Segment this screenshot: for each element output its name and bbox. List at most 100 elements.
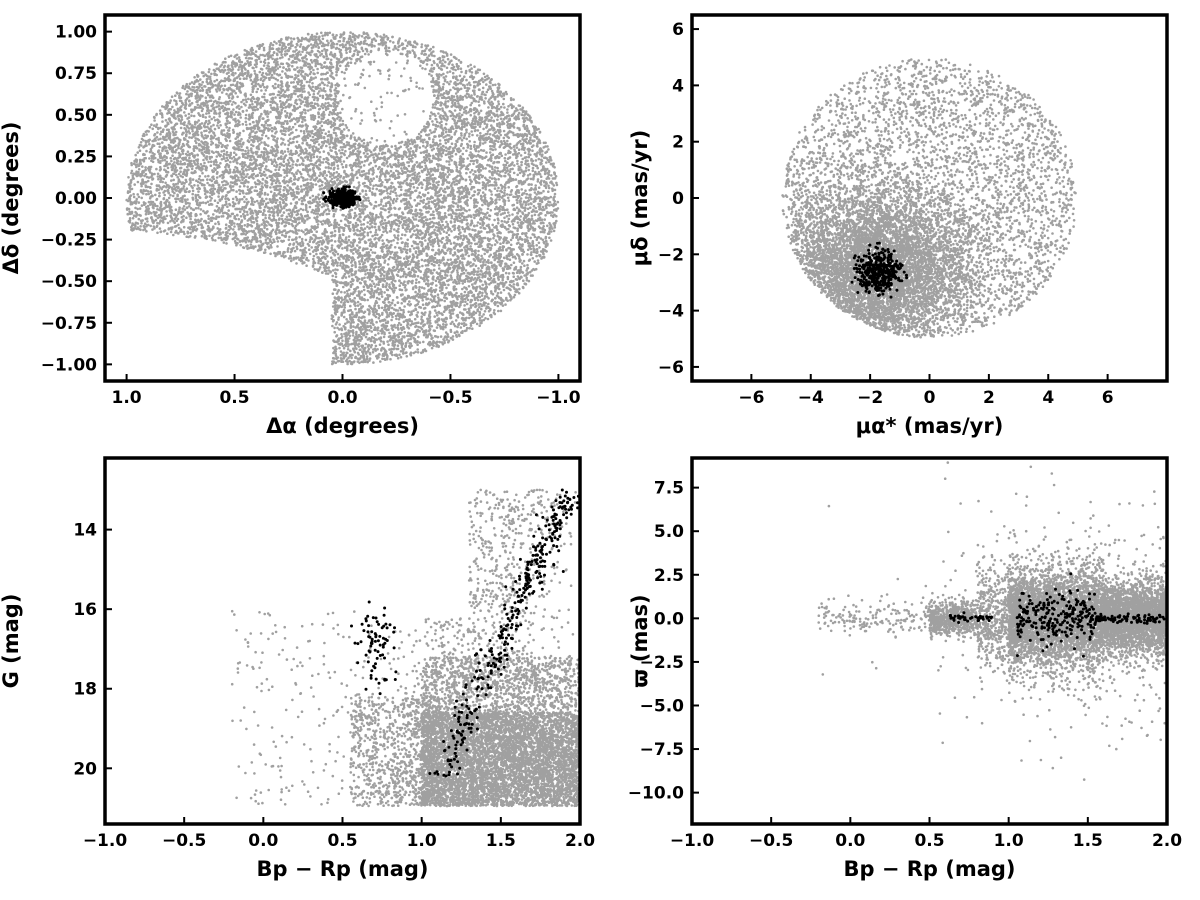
field-stars-p1-point (259, 60, 263, 64)
field-stars-p1-point (201, 80, 204, 84)
field-stars-p1-point (407, 338, 410, 341)
field-stars-p1-point (320, 81, 324, 84)
field-stars-p1-point (527, 183, 530, 186)
field-stars-p1-point (307, 259, 310, 262)
field-stars-p1-point (395, 197, 399, 200)
field-stars-p1-point (312, 145, 316, 148)
field-stars-p1-point (481, 186, 485, 190)
field-stars-p1-point (184, 114, 187, 117)
field-stars-p1-point (314, 45, 318, 48)
field-stars-p1-point (500, 259, 504, 263)
field-stars-p1-point (323, 78, 327, 81)
field-stars-p1-point (445, 316, 448, 320)
field-stars-p1-point (398, 353, 401, 357)
field-stars-p1-point (430, 334, 433, 337)
field-stars-p1-point (438, 108, 442, 111)
field-stars-p1-point (485, 125, 489, 128)
field-stars-p1-point (150, 182, 153, 186)
field-stars-p1-point (243, 214, 247, 218)
field-stars-p1-point (288, 141, 292, 145)
field-stars-p1-point (445, 149, 448, 153)
field-stars-p1-point (349, 31, 352, 34)
field-stars-p1-point (373, 118, 377, 122)
field-stars-p1-point (353, 211, 357, 215)
field-stars-p1-point (442, 190, 446, 194)
field-stars-p1-point (298, 163, 302, 167)
field-stars-p1-point (215, 78, 219, 82)
field-stars-p1-point (374, 333, 377, 337)
field-stars-p1-point (312, 254, 316, 258)
field-stars-p1-point (347, 275, 351, 278)
field-stars-p1-point (371, 166, 375, 170)
field-stars-p1-point (204, 134, 207, 137)
field-stars-p1-point (450, 278, 454, 281)
field-stars-p1-point (466, 89, 470, 92)
field-stars-p1-point (192, 114, 196, 118)
field-stars-p1-point (304, 208, 308, 212)
field-stars-p1-point (330, 246, 334, 250)
field-stars-p1-point (238, 210, 242, 214)
field-stars-p1-point (468, 208, 471, 212)
field-stars-p1-point (321, 77, 324, 81)
field-stars-p1-point (466, 65, 470, 68)
field-stars-p1-point (463, 290, 467, 294)
field-stars-p1-point (424, 67, 427, 71)
field-stars-p1-point (199, 163, 203, 166)
field-stars-p1-point (189, 207, 193, 210)
field-stars-p1-point (146, 179, 150, 183)
field-stars-p1-point (415, 224, 419, 227)
field-stars-p1-point (339, 175, 342, 179)
field-stars-p1-point (294, 73, 297, 77)
field-stars-p1-point (373, 192, 377, 196)
field-stars-p1-point (502, 102, 505, 106)
field-stars-p1-point (403, 305, 406, 308)
field-stars-p1-point (410, 320, 414, 323)
field-stars-p1-point (424, 273, 428, 276)
field-stars-p1-point (456, 204, 460, 207)
field-stars-p1-point (399, 185, 403, 188)
field-stars-p1-point (166, 232, 169, 235)
field-stars-p1-point (461, 226, 464, 229)
field-stars-p1-point (256, 87, 260, 91)
field-stars-p1-point (394, 144, 397, 148)
field-stars-p1-point (136, 151, 139, 154)
field-stars-p1-point (456, 149, 460, 153)
field-stars-p1-point (409, 147, 413, 150)
field-stars-p1-point (531, 149, 534, 152)
field-stars-p1-point (499, 291, 503, 294)
field-stars-p1-point (503, 265, 507, 268)
field-stars-p1-point (282, 188, 286, 192)
field-stars-p1-point (333, 330, 337, 334)
field-stars-p1-point (187, 190, 191, 194)
field-stars-p1-point (155, 197, 159, 201)
field-stars-p1-point (195, 91, 199, 95)
field-stars-p1-point (315, 155, 319, 158)
field-stars-p1-point (269, 103, 272, 107)
field-stars-p1-point (509, 98, 513, 102)
field-stars-p1-point (486, 207, 490, 211)
field-stars-p1-point (529, 136, 532, 139)
field-stars-p1-point (506, 108, 509, 111)
field-stars-p1-point (407, 148, 410, 151)
field-stars-p1-point (225, 125, 228, 129)
field-stars-p1-point (249, 78, 253, 82)
field-stars-p1-point (260, 150, 264, 154)
field-stars-p1-point (214, 72, 217, 76)
field-stars-p1-point (432, 50, 435, 53)
field-stars-p1-point (278, 181, 281, 185)
field-stars-p1-point (422, 340, 425, 344)
field-stars-p1-point (396, 324, 400, 327)
field-stars-p1-point (418, 87, 421, 90)
field-stars-p1-point (215, 90, 219, 93)
field-stars-p1-point (388, 331, 391, 335)
field-stars-p1-point (288, 68, 291, 72)
field-stars-p1-point (346, 351, 349, 355)
field-stars-p1-point (420, 169, 424, 173)
field-stars-p1-point (552, 196, 555, 200)
field-stars-p1-point (281, 70, 284, 73)
field-stars-p1-point (225, 242, 228, 245)
field-stars-p1-point (378, 297, 381, 301)
field-stars-p1-point (295, 262, 298, 265)
field-stars-p1-point (362, 288, 366, 292)
field-stars-p1-point (405, 44, 409, 48)
